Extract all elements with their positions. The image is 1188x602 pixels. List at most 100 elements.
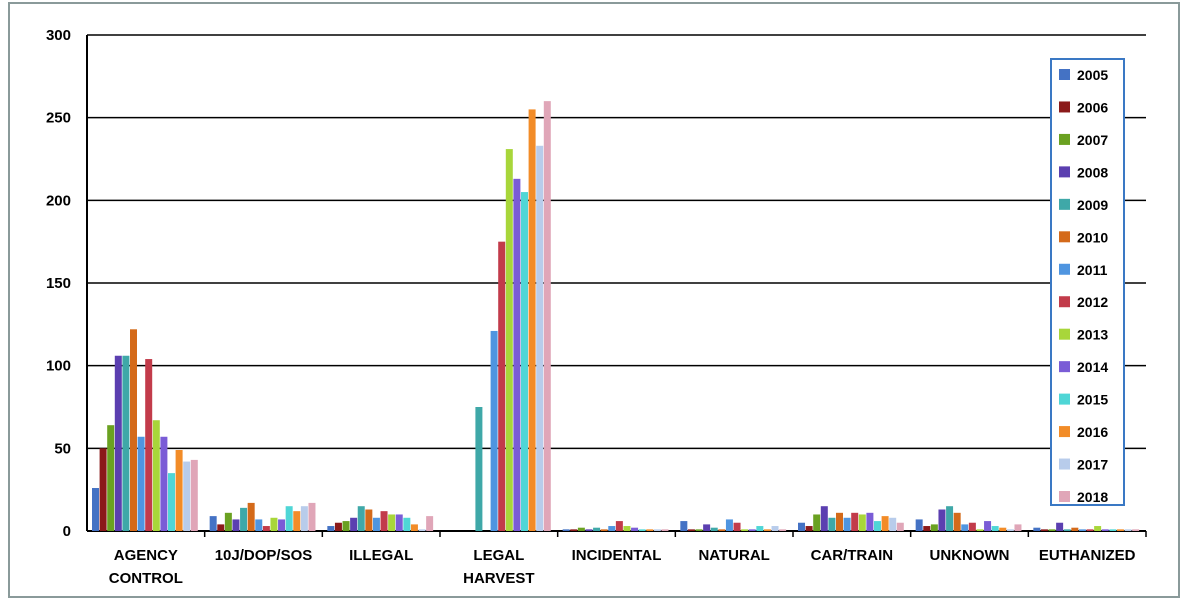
bar-2005 [92,488,99,531]
bar-2017 [300,506,308,531]
bar-2012 [733,522,741,531]
bar-2007 [107,425,115,531]
bar-2011 [490,330,498,531]
bar-2005 [798,522,805,531]
legend-label-2016: 2016 [1077,424,1108,440]
bar-2012 [380,511,388,531]
bar-2018 [543,101,551,531]
category-label: NATURAL [698,547,769,564]
bar-2010 [130,329,137,531]
bar-2008 [1056,522,1064,531]
bar-2016 [528,109,536,532]
bar-2009 [122,355,130,531]
bar-2015 [756,526,764,531]
bar-2008 [820,506,828,531]
bar-2011 [255,519,263,531]
legend-label-2015: 2015 [1077,392,1108,408]
category-label: AGENCY [114,547,178,564]
bar-2007 [695,529,703,531]
bar-2013 [976,529,984,531]
bar-2010 [365,509,373,531]
y-tick-label: 50 [54,440,71,457]
bar-2011 [725,519,733,531]
bar-2010 [718,529,726,531]
bar-2015 [403,517,411,531]
bar-2016 [881,516,889,531]
bar-2006 [99,448,107,531]
bar-2006 [923,526,931,531]
bar-2009 [828,517,836,531]
y-tick-label: 100 [46,358,71,375]
legend-swatch-2007 [1059,133,1070,145]
y-tick-label: 150 [46,275,71,292]
bar-2014 [748,529,756,531]
bar-2014 [395,514,403,531]
bar-2006 [570,529,578,531]
bar-2017 [771,526,779,531]
bar-2016 [410,524,418,531]
category-label: CAR/TRAIN [811,547,894,564]
bar-2014 [984,521,992,531]
bar-2016 [1116,529,1124,531]
bar-2014 [160,436,168,531]
bar-2010 [600,529,608,531]
bar-2008 [350,517,358,531]
legend-label-2010: 2010 [1077,229,1108,245]
bar-2011 [137,436,145,531]
bar-2005 [562,529,570,531]
bar-2014 [631,527,639,531]
bar-2011 [608,526,616,531]
bar-2005 [680,521,688,531]
legend-label-2012: 2012 [1077,294,1108,310]
category-label: UNKNOWN [930,547,1010,564]
bar-2008 [938,509,946,531]
bar-2017 [183,461,191,531]
legend-label-2013: 2013 [1077,327,1108,343]
y-tick-label: 300 [46,27,71,44]
legend-swatch-2009 [1059,198,1070,210]
bar-2009 [240,507,248,531]
legend-label-2018: 2018 [1077,489,1108,505]
bar-2010 [1071,527,1079,531]
legend-swatch-2012 [1059,296,1070,308]
legend-swatch-2018 [1059,491,1070,502]
bar-2013 [623,526,631,531]
legend-swatch-2014 [1059,361,1070,373]
category-label: HARVEST [463,570,534,587]
bar-2012 [498,241,506,531]
bar-2013 [388,514,396,531]
bar-2016 [646,529,654,531]
category-label: LEGAL [473,547,524,564]
bar-2012 [851,512,859,531]
bar-2010 [836,512,843,531]
bar-2006 [1040,529,1048,531]
bar-2018 [190,459,198,531]
bar-2012 [262,526,270,531]
bar-2016 [293,511,301,531]
legend-swatch-2016 [1059,426,1070,438]
bar-2013 [858,514,866,531]
bar-2007 [224,512,232,531]
legend-swatch-2013 [1059,328,1070,340]
legend-label-2017: 2017 [1077,457,1108,473]
bar-2013 [152,420,160,531]
bar-2013 [741,529,749,531]
y-tick-label: 250 [46,110,71,127]
bar-2011 [372,517,380,531]
bar-2015 [638,529,646,531]
legend-label-2009: 2009 [1077,197,1108,213]
bar-2006 [687,529,695,531]
legend-swatch-2017 [1059,458,1070,470]
y-tick-label: 200 [46,192,71,209]
bar-2013 [505,149,513,531]
grouped-bar-chart: 0 50 100 150 200 250 300 AGENCY CONTROL 10J/DOP/S… [46,27,1147,587]
bar-2010 [247,502,255,531]
y-tick-label: 0 [63,523,71,540]
bar-2015 [521,192,528,532]
category-label: INCIDENTAL [572,547,662,564]
bar-2011 [1078,529,1086,531]
legend-label-2007: 2007 [1077,132,1108,148]
bar-2015 [991,526,999,531]
legend-swatch-2006 [1059,101,1070,113]
bar-2018 [1014,524,1022,531]
